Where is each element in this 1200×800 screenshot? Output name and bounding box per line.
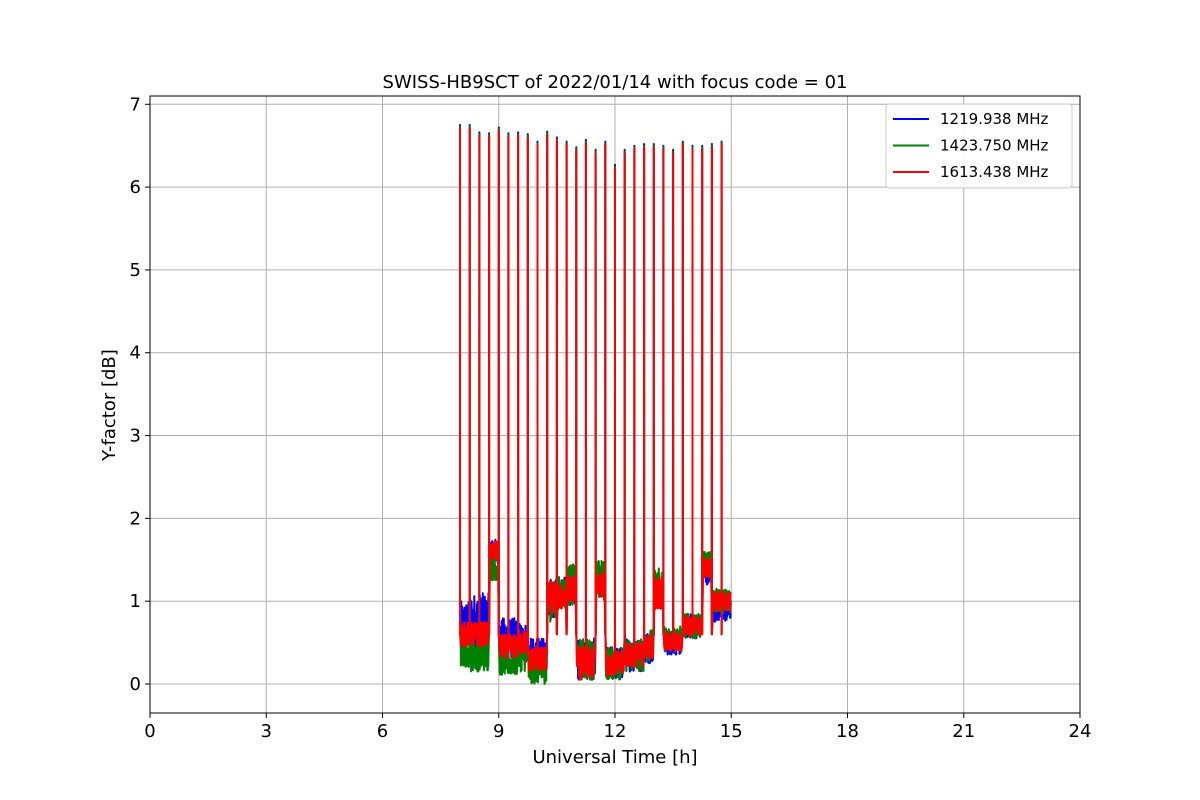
x-tick-label: 12 xyxy=(604,721,627,742)
x-tick-label: 0 xyxy=(144,721,155,742)
data-layer xyxy=(459,124,732,685)
x-axis-label: Universal Time [h] xyxy=(532,747,697,768)
y-axis-label: Y-factor [dB] xyxy=(99,349,120,462)
x-axis-ticks: 0 3 6 9 12 15 18 21 24 xyxy=(144,713,1091,742)
y-tick-label: 2 xyxy=(130,508,141,529)
legend-label: 1423.750 MHz xyxy=(940,137,1049,155)
y-tick-label: 6 xyxy=(130,177,141,198)
y-tick-label: 5 xyxy=(130,260,141,281)
x-tick-label: 3 xyxy=(261,721,272,742)
x-tick-label: 18 xyxy=(836,721,859,742)
legend-box xyxy=(885,103,1073,189)
x-tick-label: 9 xyxy=(493,721,504,742)
chart-title: SWISS-HB9SCT of 2022/01/14 with focus co… xyxy=(383,72,848,93)
legend-label: 1219.938 MHz xyxy=(940,110,1049,128)
legend-label: 1613.438 MHz xyxy=(940,163,1049,181)
x-tick-label: 6 xyxy=(377,721,388,742)
y-axis-ticks: 0 1 2 3 4 5 6 7 xyxy=(130,94,150,695)
y-tick-label: 0 xyxy=(130,674,141,695)
x-tick-label: 15 xyxy=(720,721,743,742)
y-tick-label: 7 xyxy=(130,94,141,115)
y-tick-label: 1 xyxy=(130,591,141,612)
series-line xyxy=(459,127,732,681)
y-tick-label: 3 xyxy=(130,426,141,447)
y-tick-label: 4 xyxy=(130,343,141,364)
x-tick-label: 21 xyxy=(952,721,975,742)
legend: 1219.938 MHz 1423.750 MHz 1613.438 MHz xyxy=(885,103,1073,189)
x-tick-label: 24 xyxy=(1069,721,1092,742)
